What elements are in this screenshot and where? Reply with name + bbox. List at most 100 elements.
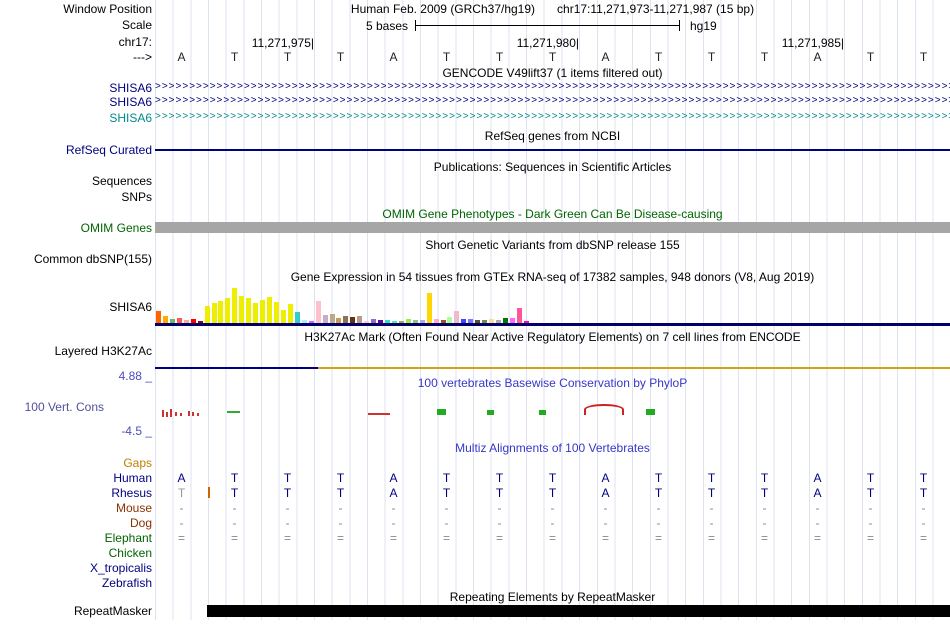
- gtex-bar[interactable]: [197, 321, 203, 323]
- gtex-bar[interactable]: [273, 302, 279, 323]
- gtex-bar[interactable]: [391, 321, 397, 323]
- gtex-bar[interactable]: [280, 310, 286, 323]
- dbsnp-label[interactable]: Common dbSNP(155): [33, 252, 152, 266]
- gtex-bar[interactable]: [253, 303, 259, 323]
- alignment-gap-glyph: -: [232, 516, 237, 530]
- phylop-title: 100 vertebrates Basewise Conservation by…: [417, 376, 688, 390]
- gtex-bar[interactable]: [357, 316, 363, 323]
- repeatmasker-label[interactable]: RepeatMasker: [73, 604, 152, 618]
- gtex-bar[interactable]: [176, 318, 182, 323]
- gtex-bar[interactable]: [405, 319, 411, 323]
- gtex-bar[interactable]: [440, 320, 446, 323]
- gtex-bar[interactable]: [509, 318, 515, 323]
- gtex-bar[interactable]: [475, 320, 481, 323]
- gtex-bar[interactable]: [246, 298, 252, 323]
- species-label-mouse[interactable]: Mouse: [115, 501, 152, 515]
- gtex-bar[interactable]: [482, 320, 488, 323]
- repeatmasker-bar[interactable]: [207, 605, 950, 617]
- gene-label[interactable]: SHISA6: [109, 81, 152, 95]
- gtex-bar[interactable]: [301, 320, 307, 323]
- gtex-bar[interactable]: [329, 314, 335, 323]
- alignment-base: T: [495, 486, 504, 500]
- dbsnp-title: Short Genetic Variants from dbSNP releas…: [425, 238, 680, 252]
- publications-snps-label[interactable]: SNPs: [121, 190, 152, 204]
- sequence-base: T: [495, 50, 504, 64]
- h3k27ac-signal-right[interactable]: [318, 367, 950, 369]
- gtex-bar[interactable]: [211, 303, 217, 323]
- species-label-zebrafish[interactable]: Zebrafish: [101, 576, 152, 590]
- gtex-bar[interactable]: [503, 318, 508, 323]
- gtex-baseline: [155, 323, 950, 326]
- gene-strand-arrows[interactable]: >>>>>>>>>>>>>>>>>>>>>>>>>>>>>>>>>>>>>>>>…: [155, 95, 950, 106]
- species-label-human[interactable]: Human: [113, 471, 152, 485]
- gtex-bar[interactable]: [315, 301, 321, 323]
- gtex-bar[interactable]: [419, 320, 425, 323]
- gtex-bar[interactable]: [461, 319, 467, 323]
- alignment-base: T: [654, 471, 663, 485]
- scale-label: Scale: [121, 18, 152, 32]
- gtex-bar[interactable]: [190, 319, 196, 323]
- gtex-gene-label[interactable]: SHISA6: [109, 300, 152, 314]
- gtex-bar[interactable]: [350, 317, 356, 323]
- refseq-curated-line[interactable]: [155, 149, 950, 151]
- gtex-bar[interactable]: [398, 321, 404, 323]
- species-label-rhesus[interactable]: Rhesus: [111, 486, 152, 500]
- phylop-label[interactable]: 100 Vert. Cons: [24, 400, 104, 414]
- gene-strand-arrows[interactable]: >>>>>>>>>>>>>>>>>>>>>>>>>>>>>>>>>>>>>>>>…: [155, 111, 950, 122]
- species-label-dog[interactable]: Dog: [129, 516, 152, 530]
- gtex-bar[interactable]: [218, 301, 224, 323]
- strand-label: --->: [133, 50, 152, 64]
- species-label-gaps[interactable]: Gaps: [123, 456, 152, 470]
- gtex-bar[interactable]: [169, 319, 175, 323]
- alignment-base: T: [866, 486, 875, 500]
- gtex-bar[interactable]: [162, 316, 168, 323]
- gtex-bar[interactable]: [496, 320, 502, 323]
- gtex-bar[interactable]: [426, 293, 432, 323]
- gtex-bar[interactable]: [364, 321, 370, 323]
- gtex-bar[interactable]: [267, 297, 273, 323]
- gtex-bar[interactable]: [287, 304, 293, 323]
- gtex-bar[interactable]: [308, 321, 314, 323]
- gene-label[interactable]: SHISA6: [109, 95, 152, 109]
- gene-label[interactable]: SHISA6: [109, 111, 152, 125]
- refseq-curated-label[interactable]: RefSeq Curated: [65, 143, 152, 157]
- alignment-base: A: [389, 471, 398, 485]
- species-label-chicken[interactable]: Chicken: [108, 546, 152, 560]
- gtex-bar[interactable]: [454, 311, 460, 323]
- gtex-bar[interactable]: [260, 300, 266, 323]
- alignment-gap-glyph: =: [283, 531, 291, 545]
- omim-genes-bar[interactable]: [155, 222, 950, 233]
- gtex-bar[interactable]: [385, 320, 391, 323]
- gtex-bar[interactable]: [371, 319, 377, 323]
- species-label-elephant[interactable]: Elephant: [104, 531, 152, 545]
- gtex-bar[interactable]: [523, 321, 529, 323]
- species-label-x_tropicalis[interactable]: X_tropicalis: [89, 561, 152, 575]
- gtex-bar[interactable]: [225, 298, 231, 323]
- gtex-bar[interactable]: [412, 320, 418, 323]
- gtex-bar[interactable]: [232, 288, 238, 323]
- gtex-bar[interactable]: [433, 319, 439, 323]
- gtex-bar[interactable]: [447, 317, 453, 323]
- repeatmasker-title: Repeating Elements by RepeatMasker: [449, 590, 656, 604]
- omim-title: OMIM Gene Phenotypes - Dark Green Can Be…: [382, 207, 723, 221]
- gtex-bar[interactable]: [378, 320, 384, 323]
- phylop-min-value: -4.5 _: [121, 424, 152, 438]
- gtex-bar[interactable]: [336, 318, 342, 323]
- h3k27ac-label[interactable]: Layered H3K27Ac: [54, 344, 152, 358]
- gtex-bar[interactable]: [183, 320, 189, 323]
- gtex-bar[interactable]: [468, 319, 474, 323]
- gtex-bar[interactable]: [156, 311, 161, 323]
- gene-strand-arrows[interactable]: >>>>>>>>>>>>>>>>>>>>>>>>>>>>>>>>>>>>>>>>…: [155, 81, 950, 92]
- gtex-bar[interactable]: [343, 316, 349, 323]
- h3k27ac-signal-left[interactable]: [155, 367, 318, 369]
- gtex-bar[interactable]: [322, 315, 328, 323]
- gtex-bar[interactable]: [516, 308, 522, 323]
- alignment-gap-glyph: =: [707, 531, 715, 545]
- gtex-bar[interactable]: [489, 319, 495, 323]
- omim-genes-label[interactable]: OMIM Genes: [80, 221, 152, 235]
- gtex-bar[interactable]: [294, 312, 300, 323]
- publications-sequences-label[interactable]: Sequences: [91, 174, 152, 188]
- gtex-bar[interactable]: [204, 306, 210, 323]
- gtex-bar[interactable]: [239, 296, 245, 323]
